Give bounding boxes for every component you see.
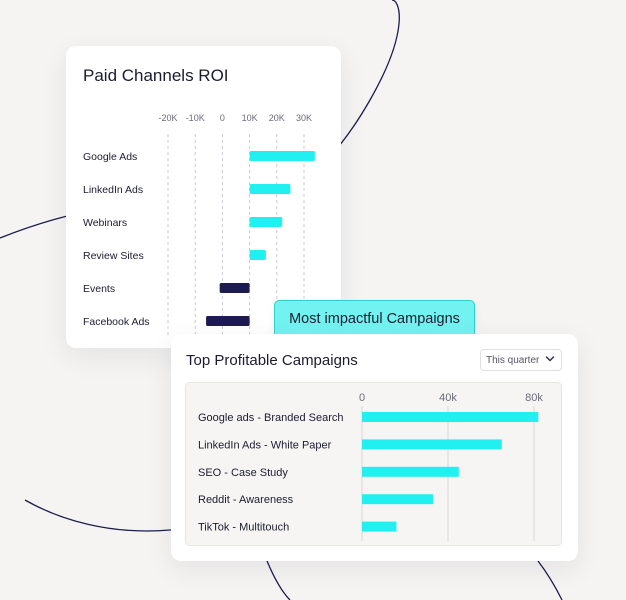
roi-category-label: Webinars (83, 217, 127, 229)
roi-tick-label: 10K (242, 113, 258, 123)
roi-category-label: Events (83, 283, 115, 295)
campaign-category-label: TikTok - Multitouch (198, 522, 289, 534)
campaign-tick-label: 40k (439, 392, 457, 404)
campaigns-chart-panel: 0 40k 80k Google ads - Branded Search Linked… (185, 382, 562, 546)
campaign-category-label: LinkedIn Ads - White Paper (198, 439, 332, 451)
campaign-category-label: SEO - Case Study (198, 467, 288, 479)
campaign-bar (362, 412, 539, 422)
roi-category-label: LinkedIn Ads (83, 184, 143, 196)
roi-card-title: Paid Channels ROI (83, 66, 229, 85)
roi-bar (249, 184, 291, 194)
roi-category-label: Google Ads (83, 151, 137, 163)
period-dropdown[interactable]: This quarter (480, 349, 562, 371)
roi-bar (206, 316, 250, 326)
roi-tick-label: 30K (296, 113, 312, 123)
campaign-bar (362, 494, 433, 505)
most-impactful-badge: Most impactful Campaigns (274, 300, 475, 338)
campaign-category-label: Reddit - Awareness (198, 494, 294, 506)
roi-chart: -20K -10K 0 10K 20K 30K Google Ads LinkedIn Ads… (83, 113, 315, 338)
roi-tick-label: 20K (269, 113, 285, 123)
campaigns-card-title: Top Profitable Campaigns (186, 352, 358, 369)
top-profitable-campaigns-card: Top Profitable Campaigns This quarter 0 4… (171, 334, 578, 561)
roi-tick-label: -10K (186, 113, 205, 123)
roi-category-label: Review Sites (83, 250, 144, 262)
campaign-category-label: Google ads - Branded Search (198, 412, 344, 424)
roi-bar (249, 250, 266, 260)
roi-tick-label: -20K (158, 113, 177, 123)
roi-bar (249, 151, 315, 161)
roi-bar (219, 283, 250, 293)
campaign-bar (362, 521, 397, 532)
period-dropdown-value: This quarter (486, 354, 540, 366)
roi-bar (249, 217, 283, 227)
campaign-bar (362, 439, 502, 450)
campaign-tick-label: 0 (359, 392, 365, 404)
campaign-bar (362, 466, 459, 477)
campaigns-chart: 0 40k 80k Google ads - Branded Search Linked… (198, 392, 543, 541)
paid-channels-roi-card: Paid Channels ROI -20K -10K 0 10K 20K 30K Goog… (66, 46, 341, 348)
roi-tick-label: 0 (220, 113, 225, 123)
campaign-tick-label: 80k (525, 392, 543, 404)
chevron-down-icon (545, 356, 555, 362)
roi-category-label: Facebook Ads (83, 316, 150, 328)
